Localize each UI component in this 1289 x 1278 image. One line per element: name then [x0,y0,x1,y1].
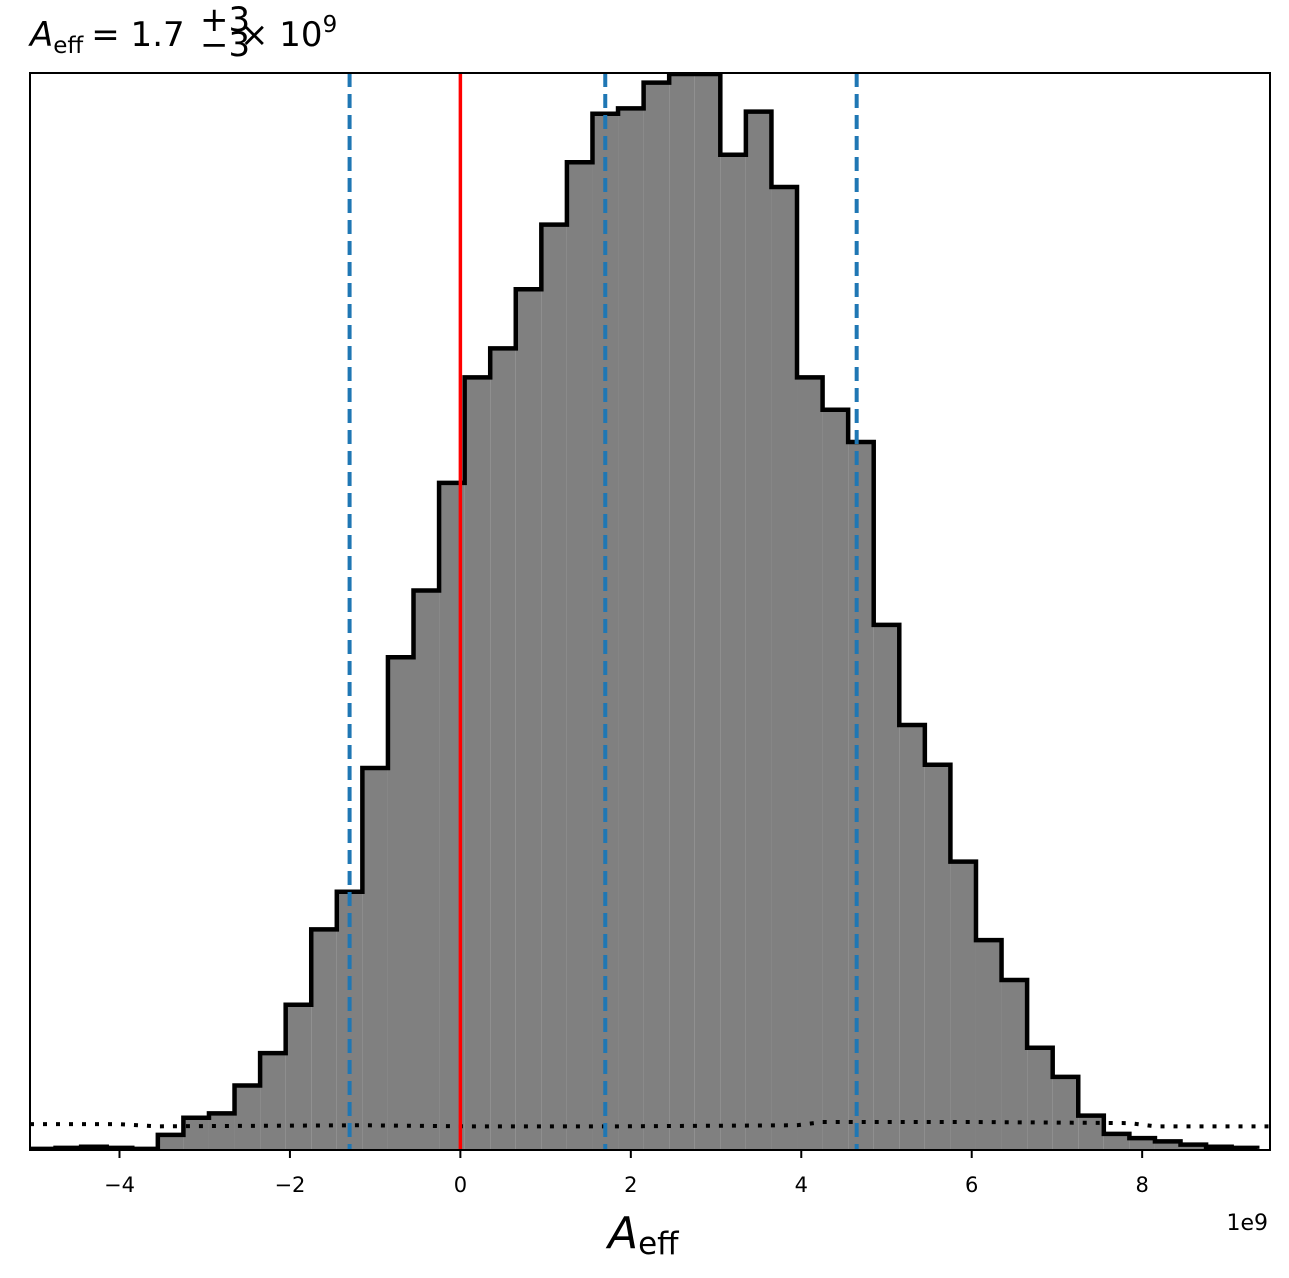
histogram-bar [234,1085,261,1150]
histogram-bar [183,1117,209,1150]
x-axis: −4 −2 0 2 4 6 8 [104,1150,1149,1197]
xlabel-subscript: eff [638,1226,679,1262]
histogram-bar [745,111,772,1150]
title-power: × 109 [240,12,337,55]
histogram-bar [1052,1076,1079,1150]
histogram-bar [797,377,823,1150]
histogram-bar [899,724,925,1150]
x-tick-label: 6 [965,1173,978,1197]
histogram-bar [924,764,951,1150]
title-lower-error: −3 [200,25,250,65]
x-tick-label: −2 [274,1173,305,1197]
histogram-bar [260,1053,286,1150]
histogram-bar [1027,1047,1053,1150]
histogram-bar [720,154,746,1150]
histogram-bar [848,441,874,1150]
histogram-bar [873,624,900,1150]
histogram-bar [208,1113,235,1150]
histogram-bar [464,377,491,1150]
histogram-bar [975,940,1002,1150]
xlabel-symbol: A [605,1208,638,1259]
histogram-bar [157,1134,184,1150]
histogram-bar [643,82,670,1150]
histogram-bar [1001,979,1028,1150]
x-axis-label: Aeff [605,1208,679,1262]
title-value: = 1.7 [91,15,184,55]
title-symbol: A [28,15,53,55]
prior-dotted-line [30,1120,1270,1129]
histogram-bar [950,861,976,1150]
histogram-bar [311,929,337,1150]
x-offset-label: 1e9 [1226,1211,1268,1236]
histogram-bar [822,409,849,1150]
plot-area [29,72,1271,1151]
histogram-bar [618,108,644,1150]
chart-title: Aeff = 1.7 [28,15,185,59]
x-tick-label: 0 [454,1173,467,1197]
axes-frame [29,72,1271,1151]
histogram-bar [285,1004,312,1150]
title-upper-error: +3 [200,0,250,40]
histogram-bar [771,186,798,1150]
histogram-outline [30,73,1260,1150]
histogram-bar [1154,1141,1181,1150]
title-exponent: 9 [323,12,338,38]
x-tick-label: 4 [795,1173,808,1197]
histogram-bar [541,224,567,1150]
histogram-bar [566,162,593,1150]
x-tick-label: 2 [624,1173,637,1197]
title-subscript: eff [53,33,84,59]
x-tick-label: 8 [1135,1173,1148,1197]
histogram-bar [413,590,440,1150]
histogram-bar [1078,1115,1104,1150]
histogram-bar [387,657,414,1150]
histogram-bar [694,74,721,1150]
histogram-bar [1180,1144,1207,1150]
histogram-bar [362,768,388,1150]
histogram-bar [669,74,695,1150]
title-times-ten: × 10 [240,15,323,55]
histogram-bar [1129,1138,1155,1150]
histogram-bar [515,289,542,1150]
histogram-bar [1103,1133,1130,1150]
x-tick-label: −4 [104,1173,135,1197]
histogram-bar [490,348,516,1150]
plot-content [30,73,1270,1150]
